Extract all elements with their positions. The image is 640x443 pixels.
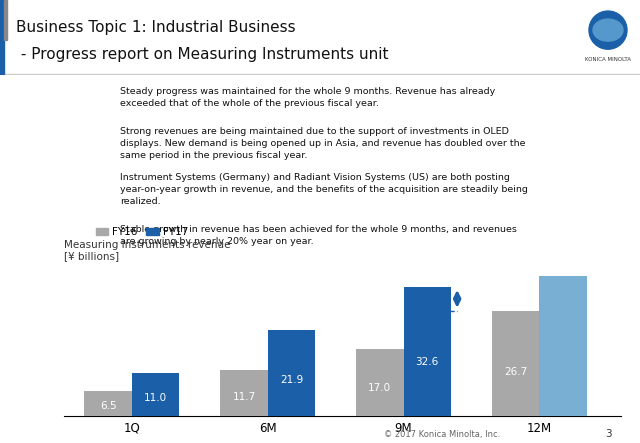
Bar [268, 330, 316, 416]
Text: 17.0: 17.0 [368, 383, 391, 393]
Bar [84, 391, 132, 416]
Text: Strong revenues are being maintained due to the support of investments in OLED
d: Strong revenues are being maintained due… [120, 127, 526, 160]
Ellipse shape [589, 11, 627, 49]
Text: Object color: Object color [26, 231, 93, 241]
Bar [356, 349, 403, 416]
Bar [220, 370, 268, 416]
Bar [492, 311, 540, 416]
Text: M&A effects: M&A effects [26, 185, 93, 195]
Text: [¥ billions]: [¥ billions] [64, 251, 119, 261]
Text: 21.9: 21.9 [280, 375, 303, 385]
Bar [4, 0, 6, 40]
Bar [540, 276, 587, 416]
Text: Business Topic 1: Industrial Business: Business Topic 1: Industrial Business [16, 20, 296, 35]
Text: 11.7: 11.7 [232, 392, 255, 402]
Text: Steady progress was maintained for the whole 9 months. Revenue has already
excee: Steady progress was maintained for the w… [120, 87, 495, 108]
Text: KONICA MINOLTA: KONICA MINOLTA [585, 57, 631, 62]
Legend: FY16, FY17: FY16, FY17 [92, 223, 192, 241]
Text: Overall: Overall [40, 93, 79, 103]
Text: 3: 3 [605, 429, 611, 439]
Text: Light source
color: Light source color [25, 132, 93, 156]
Ellipse shape [593, 19, 623, 41]
Text: Stable growth in revenue has been achieved for the whole 9 months, and revenues
: Stable growth in revenue has been achiev… [120, 225, 517, 246]
Text: © 2017 Konica Minolta, Inc.: © 2017 Konica Minolta, Inc. [384, 431, 500, 439]
Text: 26.7: 26.7 [504, 367, 527, 377]
Text: - Progress report on Measuring Instruments unit: - Progress report on Measuring Instrumen… [16, 47, 388, 62]
Bar [403, 287, 451, 416]
Text: 6.5: 6.5 [100, 400, 116, 411]
Text: 32.6: 32.6 [415, 357, 439, 367]
Text: Instrument Systems (Germany) and Radiant Vision Systems (US) are both posting
ye: Instrument Systems (Germany) and Radiant… [120, 173, 528, 206]
Text: 11.0: 11.0 [144, 393, 167, 403]
Bar [132, 373, 179, 416]
Bar [0, 0, 4, 75]
Text: Measuring instruments revenue: Measuring instruments revenue [64, 240, 230, 250]
